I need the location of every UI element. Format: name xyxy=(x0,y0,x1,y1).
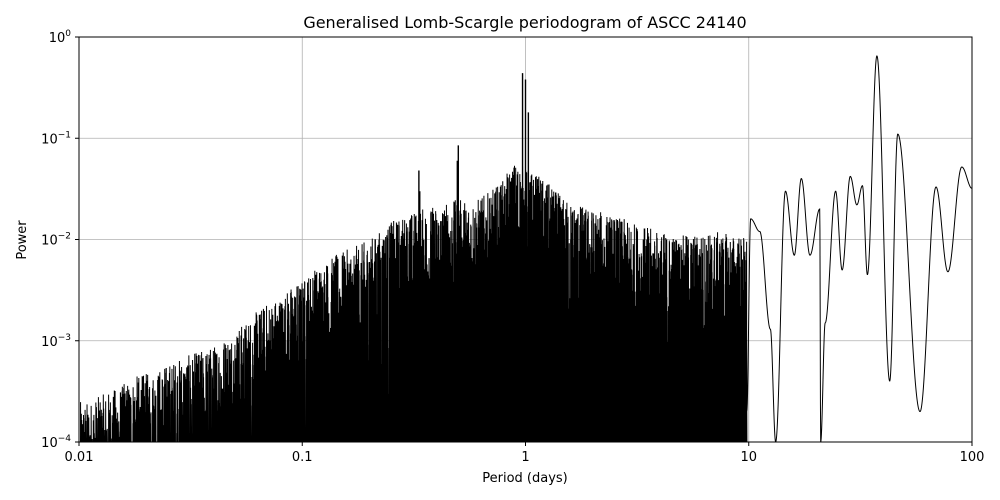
chart-title: Generalised Lomb-Scargle periodogram of … xyxy=(303,13,746,32)
y-tick-label: 10−1 xyxy=(41,130,71,147)
x-axis-label: Period (days) xyxy=(482,471,568,486)
data-layer xyxy=(79,55,972,442)
y-tick-label: 10−4 xyxy=(41,434,71,451)
x-tick-label: 0.01 xyxy=(65,450,94,465)
y-tick-label: 100 xyxy=(49,29,72,46)
x-tick-label: 0.1 xyxy=(292,450,313,465)
y-tick-label: 10−3 xyxy=(41,333,71,350)
x-tick-label: 1 xyxy=(521,450,529,465)
y-tick-label: 10−2 xyxy=(41,232,71,249)
y-axis-label: Power xyxy=(15,220,30,260)
x-tick-label: 100 xyxy=(960,450,985,465)
tick-layer: 0.01 0.1 1 10 100 10−4 10−3 10−2 10−1 100 xyxy=(41,29,984,465)
x-tick-label: 10 xyxy=(740,450,757,465)
